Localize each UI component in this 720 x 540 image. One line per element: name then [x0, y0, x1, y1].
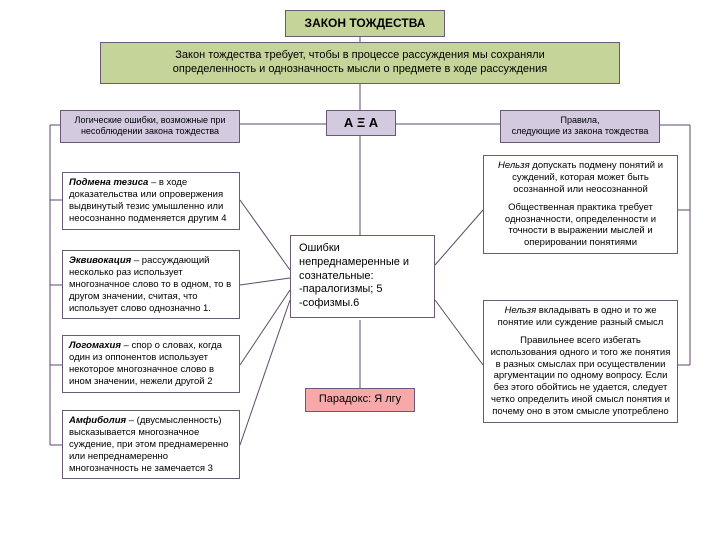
- errors-title: Ошибки непреднамеренные и сознательные:: [299, 242, 426, 283]
- lb1-bold: Подмена тезиса: [69, 177, 148, 188]
- formula-box: А Ξ А: [326, 110, 396, 136]
- right-header-l1: Правила,: [507, 115, 653, 126]
- errors-i2: -софизмы.6: [299, 297, 426, 311]
- left-box-2: Эквивокация – рассуждающий несколько раз…: [62, 250, 240, 319]
- diagram-title: ЗАКОН ТОЖДЕСТВА: [285, 10, 445, 37]
- right-header: Правила, следующие из закона тождества: [500, 110, 660, 143]
- left-box-1: Подмена тезиса – в ходе доказательства и…: [62, 172, 240, 230]
- right-box-1: Нельзя допускать подмену понятий и сужде…: [483, 155, 678, 254]
- right-header-l2: следующие из закона тождества: [507, 126, 653, 137]
- rb1-p1r: допускать подмену понятий и суждений, ко…: [512, 160, 663, 195]
- rb1-p2: Общественная практика требует однозначно…: [490, 202, 671, 250]
- def-line1: Закон тождества требует, чтобы в процесс…: [111, 49, 609, 63]
- rb2-p1b: Нельзя: [504, 305, 536, 316]
- paradox-text: Парадокс: Я лгу: [319, 393, 401, 405]
- title-text: ЗАКОН ТОЖДЕСТВА: [305, 16, 426, 30]
- left-header-l1: Логические ошибки, возможные при: [67, 115, 233, 126]
- left-box-4: Амфиболия – (двусмысленность) высказывае…: [62, 410, 240, 479]
- lb4-bold: Амфиболия: [69, 415, 126, 426]
- definition-box: Закон тождества требует, чтобы в процесс…: [100, 42, 620, 84]
- left-header-l2: несоблюдении закона тождества: [67, 126, 233, 137]
- right-box-2: Нельзя вкладывать в одно и то же понятие…: [483, 300, 678, 423]
- left-box-3: Логомахия – спор о словах, когда один из…: [62, 335, 240, 393]
- formula-text: А Ξ А: [344, 115, 378, 130]
- rb2-p2: Правильнее всего избегать использования …: [490, 335, 671, 418]
- paradox-box: Парадокс: Я лгу: [305, 388, 415, 412]
- lb2-bold: Эквивокация: [69, 255, 131, 266]
- center-errors-box: Ошибки непреднамеренные и сознательные: …: [290, 235, 435, 318]
- rb1-p1b: Нельзя: [498, 160, 530, 171]
- left-header: Логические ошибки, возможные при несоблю…: [60, 110, 240, 143]
- lb3-bold: Логомахия: [69, 340, 121, 351]
- errors-i1: -паралогизмы; 5: [299, 283, 426, 297]
- def-line2: определенность и однозначность мысли о п…: [111, 63, 609, 77]
